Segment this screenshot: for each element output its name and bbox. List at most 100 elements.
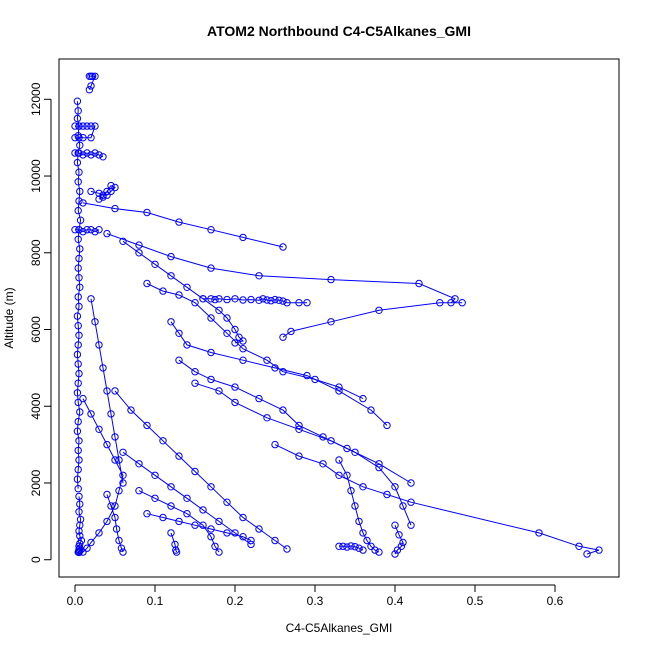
data-point	[279, 368, 287, 376]
plot-frame	[58, 58, 620, 578]
data-point	[375, 463, 383, 472]
x-axis-label: C4-C5Alkanes_GMI	[286, 621, 393, 635]
data-point	[363, 536, 371, 545]
data-point	[255, 525, 263, 533]
data-point	[583, 550, 591, 558]
data-point	[151, 260, 159, 268]
data-point	[359, 529, 367, 537]
data-point	[167, 502, 175, 510]
data-point	[76, 500, 84, 508]
data-point	[259, 295, 267, 303]
data-point	[347, 542, 355, 550]
data-point	[103, 517, 111, 526]
data-point	[73, 427, 82, 435]
data-point	[397, 542, 406, 550]
data-point	[74, 293, 82, 301]
data-point	[436, 299, 444, 307]
data-point	[207, 314, 215, 322]
data-point	[247, 540, 255, 549]
data-point	[75, 149, 83, 157]
data-point	[119, 479, 127, 487]
data-point	[451, 295, 459, 303]
series-6	[87, 181, 119, 203]
data-point	[71, 149, 79, 157]
data-point	[271, 440, 279, 449]
data-point	[107, 410, 115, 418]
data-point	[103, 187, 111, 196]
data-point	[91, 228, 99, 236]
series-7	[71, 226, 103, 236]
data-point	[103, 191, 111, 199]
data-point	[207, 533, 215, 541]
data-point	[347, 487, 355, 495]
data-point	[339, 542, 347, 550]
data-point	[151, 494, 159, 502]
data-point	[207, 348, 215, 357]
data-point	[75, 302, 83, 311]
data-point	[231, 325, 239, 334]
data-point	[215, 306, 223, 314]
data-point	[191, 379, 199, 387]
data-point	[239, 533, 247, 541]
data-point	[211, 295, 219, 304]
series-19	[391, 521, 407, 558]
data-point	[535, 529, 543, 537]
data-point	[351, 502, 359, 510]
series-line	[90, 298, 124, 484]
data-point	[183, 341, 191, 349]
data-point	[383, 490, 391, 499]
data-point	[73, 389, 82, 397]
data-point	[79, 151, 87, 159]
series-line	[170, 321, 388, 426]
data-point	[111, 204, 119, 213]
data-point	[75, 527, 83, 535]
data-point	[283, 545, 291, 553]
data-point	[367, 542, 375, 550]
data-point	[335, 471, 343, 479]
data-point	[167, 529, 175, 537]
data-point	[99, 364, 107, 372]
data-point	[191, 368, 199, 376]
data-point	[103, 440, 111, 449]
series-line	[338, 459, 380, 553]
data-point	[111, 513, 119, 522]
data-point	[271, 364, 279, 372]
series-2	[74, 492, 86, 557]
data-point	[73, 158, 82, 167]
data-point	[255, 272, 263, 280]
series-13	[143, 279, 367, 403]
series-3	[85, 72, 99, 94]
data-point	[335, 542, 343, 550]
data-point	[76, 245, 84, 253]
data-point	[74, 178, 82, 186]
data-point	[383, 421, 391, 430]
data-point	[76, 187, 84, 196]
data-point	[355, 544, 363, 552]
data-point	[119, 448, 127, 456]
data-point	[75, 437, 83, 445]
series-20	[335, 542, 367, 554]
data-point	[111, 433, 119, 441]
data-point	[95, 151, 103, 159]
y-axis-label: Altitude (m)	[2, 287, 16, 348]
data-point	[75, 548, 83, 557]
data-point	[207, 226, 215, 234]
data-point	[73, 350, 82, 359]
series-14	[167, 318, 391, 430]
data-point	[355, 517, 363, 526]
data-point	[211, 542, 219, 550]
data-point	[283, 299, 291, 307]
chart-title: ATOM2 Northbound C4-C5Alkanes_GMI	[207, 23, 471, 39]
data-point	[215, 517, 223, 526]
data-point	[415, 279, 423, 288]
data-point	[87, 187, 95, 196]
data-point	[391, 550, 399, 558]
data-point	[375, 460, 383, 468]
data-point	[207, 375, 215, 384]
data-point	[223, 314, 231, 322]
data-point	[207, 525, 215, 533]
data-point	[83, 544, 91, 552]
data-point	[95, 226, 103, 234]
data-point	[263, 296, 271, 304]
